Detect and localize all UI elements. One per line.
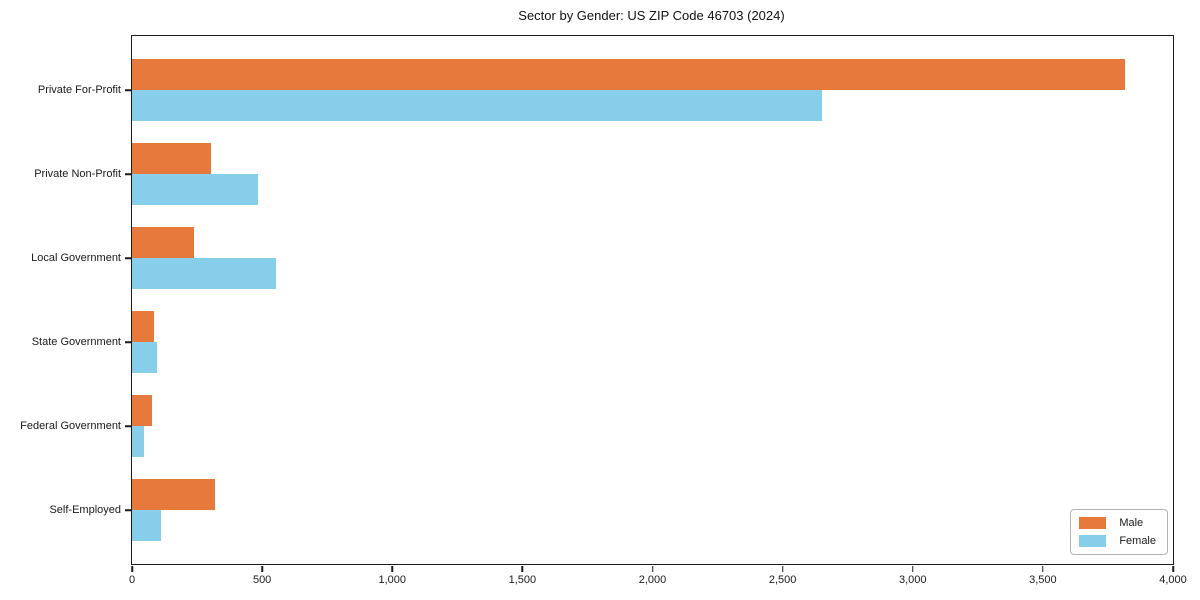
legend-swatch-male-icon [1079,517,1107,529]
legend: Male Female [1070,509,1168,555]
x-tick [131,565,133,572]
bar-group-private-for-profit: Private For-Profit [38,48,1173,132]
bar-female-private-for-profit [132,90,822,121]
bar-group-private-non-profit: Private Non-Profit [34,132,1173,216]
y-tick [124,425,131,427]
bar-female-local-government [132,258,277,289]
legend-item-female: Female [1079,535,1156,547]
bars [132,311,1173,373]
x-axis: 0 500 1,000 1,500 2,000 2,500 3,000 3,500 4,000 [128,564,1187,596]
x-tick [391,565,393,572]
bar-male-state-government [132,311,155,342]
bar-groups: Private For-Profit Private Non-Profit Loca… [20,36,1173,564]
x-tick [1042,565,1044,572]
legend-label-female: Female [1119,535,1156,547]
x-tick-label: 4,000 [1159,574,1187,586]
bar-female-self-employed [132,510,161,541]
y-tick [124,89,131,91]
y-axis-label-private-non-profit: Private Non-Profit [34,168,121,180]
x-tick [651,565,654,572]
bar-group-self-employed: Self-Employed [49,468,1173,552]
x-tick [1172,565,1174,572]
y-axis-label-private-for-profit: Private For-Profit [37,84,121,96]
y-axis-label-state-government: State Government [31,336,121,348]
x-tick-label: 1,000 [378,574,407,586]
bar-male-local-government [132,227,195,258]
y-tick [124,341,131,343]
bar-female-federal-government [132,426,144,457]
x-tick-label: 1,500 [508,574,537,586]
y-tick [124,257,131,259]
y-axis-label-self-employed: Self-Employed [49,504,121,516]
bar-male-private-for-profit [132,59,1125,90]
bars [132,395,1173,457]
bars [132,59,1173,121]
x-tick [261,565,263,572]
legend-item-male: Male [1079,517,1156,529]
x-tick-label: 0 [128,574,136,586]
y-tick [124,173,131,175]
y-tick [124,509,131,511]
bar-male-private-non-profit [132,143,212,174]
x-tick-label: 2,000 [638,574,667,586]
bar-female-state-government [132,342,157,373]
bar-male-self-employed [132,479,216,510]
legend-label-male: Male [1119,517,1144,529]
x-tick [912,565,914,572]
bar-group-state-government: State Government [32,300,1173,384]
bar-group-local-government: Local Government [31,216,1173,300]
bars [132,143,1173,205]
y-axis-label-local-government: Local Government [31,252,121,264]
plot-area: Private For-Profit Private Non-Profit Loca… [20,35,1187,586]
chart-title: Sector by Gender: US ZIP Code 46703 (202… [518,8,785,23]
bars [132,227,1173,289]
bar-group-federal-government: Federal Government [20,384,1173,468]
x-tick-label: 3,000 [898,574,927,586]
bar-female-private-non-profit [132,174,259,205]
x-tick-label: 2,500 [768,574,797,586]
bar-male-federal-government [132,395,152,426]
x-tick [781,565,784,572]
x-tick-label: 500 [252,574,272,586]
legend-swatch-female-icon [1079,535,1107,547]
x-tick-label: 3,500 [1029,574,1057,586]
bars [132,479,1173,541]
x-tick [521,565,524,572]
y-axis-label-federal-government: Federal Government [20,420,121,432]
